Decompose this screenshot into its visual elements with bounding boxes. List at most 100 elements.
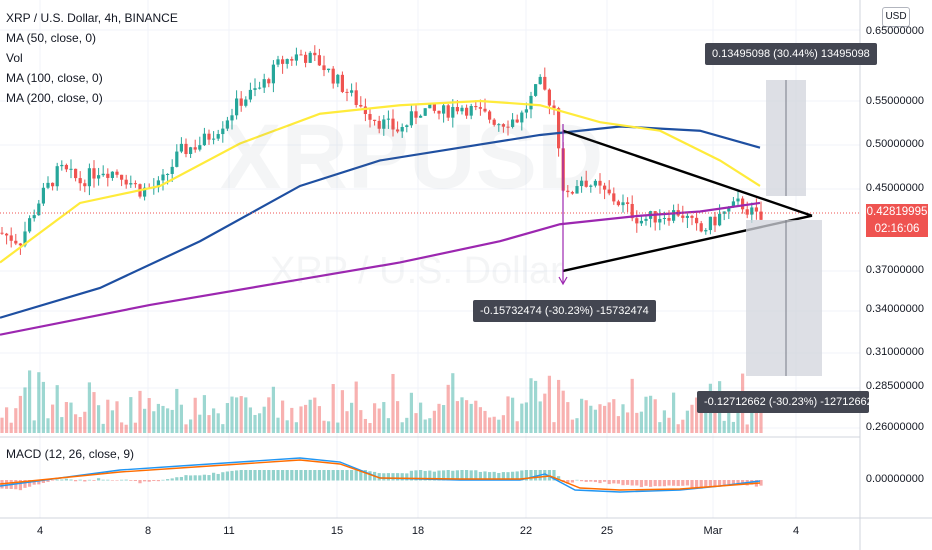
volume-bar (212, 408, 216, 433)
volume-bar (515, 421, 519, 433)
candle-body (667, 218, 671, 221)
candle-body (46, 182, 50, 188)
volume-bar (340, 390, 344, 433)
measure-callout-upper[interactable]: 0.13495098 (30.44%) 13495098 (705, 43, 877, 65)
macd-histogram-bar (317, 470, 321, 481)
candle-body (557, 108, 561, 149)
volume-bar (189, 419, 193, 433)
macd-histogram-bar (129, 480, 133, 481)
macd-histogram-bar (244, 470, 248, 481)
candle-body (506, 126, 510, 128)
macd-histogram-bar (575, 479, 579, 481)
volume-bar (428, 418, 432, 433)
volume-bar (386, 418, 390, 433)
candle-body (87, 168, 91, 187)
candle-body (143, 187, 147, 197)
candle-body (55, 166, 59, 187)
measure-callout-middle[interactable]: -0.15732474 (-30.23%) -15732474 (473, 300, 656, 322)
volume-bar (409, 392, 413, 433)
volume-bar (630, 378, 634, 433)
indicator-ma100[interactable]: MA (100, close, 0) (6, 71, 103, 85)
macd-histogram-bar (478, 471, 482, 481)
ma100-line (0, 125, 761, 319)
candle-body (409, 111, 413, 126)
macd-histogram-bar (736, 480, 740, 485)
macd-histogram-bar (106, 479, 110, 481)
candle-body (69, 168, 73, 170)
volume-bar (322, 420, 326, 433)
candle-body (221, 128, 225, 135)
measure-callout-lower[interactable]: -0.12712662 (-30.23%) -12712662 (697, 391, 869, 413)
macd-histogram-bar (653, 480, 657, 487)
measure-arrowhead (558, 276, 568, 286)
macd-histogram-bar (345, 470, 349, 481)
volume-bar (520, 403, 524, 433)
candle-body (745, 209, 749, 215)
macd-histogram-bar (359, 470, 363, 481)
volume-bar (382, 402, 386, 433)
volume-bar (658, 422, 662, 433)
watermark-name: XRP / U.S. Dollar (270, 250, 563, 292)
candle-body (281, 59, 285, 64)
volume-bar (106, 399, 110, 433)
volume-bar (32, 420, 36, 433)
macd-histogram-bar (722, 480, 726, 487)
macd-histogram-bar (598, 480, 602, 484)
macd-histogram-bar (469, 470, 473, 481)
candle-body (543, 76, 547, 90)
volume-bar (51, 404, 55, 433)
macd-histogram-bar (170, 478, 174, 481)
macd-histogram-bar (731, 480, 735, 484)
candle-body (460, 107, 464, 112)
volume-bar (198, 414, 202, 433)
macd-histogram-bar (267, 470, 271, 481)
macd-histogram-bar (248, 470, 252, 481)
macd-histogram-bar (626, 480, 630, 485)
volume-bar (506, 396, 510, 433)
candle-body (492, 119, 496, 125)
candle-body (41, 187, 45, 204)
volume-bar (23, 387, 27, 433)
macd-histogram-bar (253, 470, 257, 481)
candle-body (534, 84, 538, 96)
macd-histogram-bar (92, 480, 96, 481)
macd-histogram-bar (566, 480, 570, 484)
ma50-line (0, 99, 761, 264)
candle-body (708, 216, 712, 231)
macd-histogram-bar (727, 480, 731, 485)
candle-body (18, 243, 22, 246)
volume-bar (552, 422, 556, 433)
candle-body (340, 74, 344, 92)
candle-body (428, 103, 432, 109)
macd-legend[interactable]: MACD (12, 26, close, 9) (6, 447, 135, 461)
volume-bar (110, 410, 114, 433)
volume-bar (69, 402, 73, 433)
macd-histogram-bar (552, 470, 556, 481)
volume-bar (685, 410, 689, 433)
volume-bar (55, 385, 59, 433)
volume-bar (561, 390, 565, 433)
indicator-vol[interactable]: Vol (6, 51, 23, 65)
indicator-ma200[interactable]: MA (200, close, 0) (6, 91, 103, 105)
macd-histogram-bar (258, 470, 262, 481)
volume-bar (147, 398, 151, 433)
macd-histogram-bar (281, 470, 285, 481)
candle-body (566, 190, 570, 193)
macd-histogram-bar (718, 480, 722, 486)
volume-bar (207, 415, 211, 433)
price-tick: 0.34000000 (865, 303, 924, 315)
volume-bar (129, 397, 133, 433)
price-tick: 0.45000000 (865, 182, 924, 194)
symbol-title[interactable]: XRP / U.S. Dollar, 4h, BINANCE (6, 11, 178, 25)
macd-histogram-bar (589, 480, 593, 482)
volume-bar (639, 411, 643, 433)
volume-bar (731, 421, 735, 433)
currency-button[interactable]: USD (882, 7, 910, 27)
macd-histogram-bar (124, 479, 128, 481)
legend: XRP / U.S. Dollar, 4h, BINANCE MA (50, c… (6, 8, 178, 108)
macd-histogram-bar (405, 473, 409, 481)
macd-histogram-bar (520, 470, 524, 481)
indicator-ma50[interactable]: MA (50, close, 0) (6, 31, 97, 45)
macd-histogram-bar (175, 477, 179, 481)
